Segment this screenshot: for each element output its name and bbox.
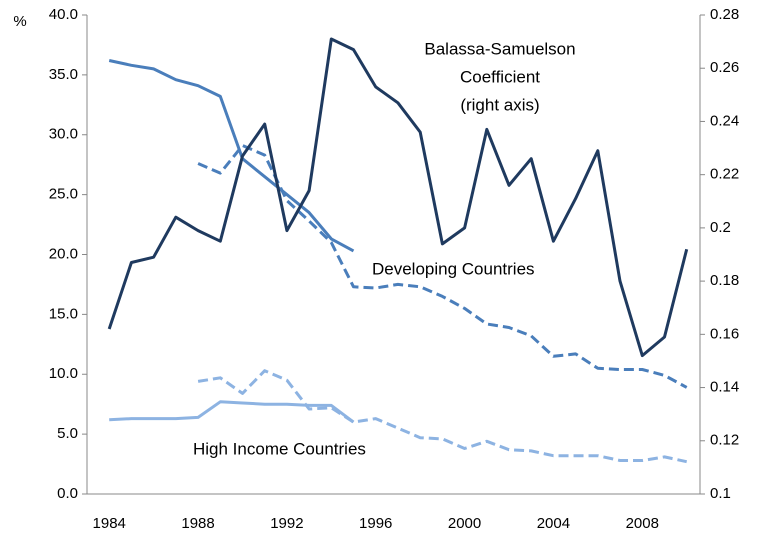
series-line xyxy=(197,144,688,389)
y-tick-label: 0.0 xyxy=(57,485,78,502)
x-tick-label: 2004 xyxy=(537,515,570,532)
y-tick-label: 35.0 xyxy=(49,66,78,83)
y2-tick-label: 0.28 xyxy=(710,6,739,23)
y-tick-label: 20.0 xyxy=(49,245,78,262)
y-tick-label: 10.0 xyxy=(49,365,78,382)
y2-tick-label: 0.2 xyxy=(710,219,731,236)
series-line xyxy=(197,369,688,464)
y2-tick-label: 0.18 xyxy=(710,272,739,289)
y2-tick-label: 0.16 xyxy=(710,325,739,342)
y-tick-label: 25.0 xyxy=(49,186,78,203)
y2-tick-label: 0.24 xyxy=(710,112,739,129)
y-tick-label: 30.0 xyxy=(49,126,78,143)
x-tick-label: 2000 xyxy=(448,515,481,532)
y-tick-label: 5.0 xyxy=(57,425,78,442)
annotation: High Income Countries xyxy=(193,439,366,458)
y2-tick-label: 0.26 xyxy=(710,59,739,76)
x-tick-label: 2008 xyxy=(626,515,659,532)
y-unit-label: % xyxy=(13,13,26,30)
series-line xyxy=(107,37,689,358)
y-tick-label: 15.0 xyxy=(49,305,78,322)
annotation: Coefficient xyxy=(460,67,540,86)
x-tick-label: 1992 xyxy=(270,515,303,532)
y-tick-label: 40.0 xyxy=(49,6,78,23)
x-tick-label: 1984 xyxy=(93,515,126,532)
annotation: Developing Countries xyxy=(372,259,535,278)
series-line xyxy=(108,59,355,253)
y2-tick-label: 0.14 xyxy=(710,379,739,396)
x-tick-label: 1996 xyxy=(359,515,392,532)
x-tick-label: 1988 xyxy=(181,515,214,532)
annotation: (right axis) xyxy=(460,95,539,114)
y2-tick-label: 0.22 xyxy=(710,166,739,183)
y2-tick-label: 0.1 xyxy=(710,485,731,502)
series-line xyxy=(109,400,355,424)
y2-tick-label: 0.12 xyxy=(710,432,739,449)
annotation: Balassa-Samuelson xyxy=(424,39,575,58)
